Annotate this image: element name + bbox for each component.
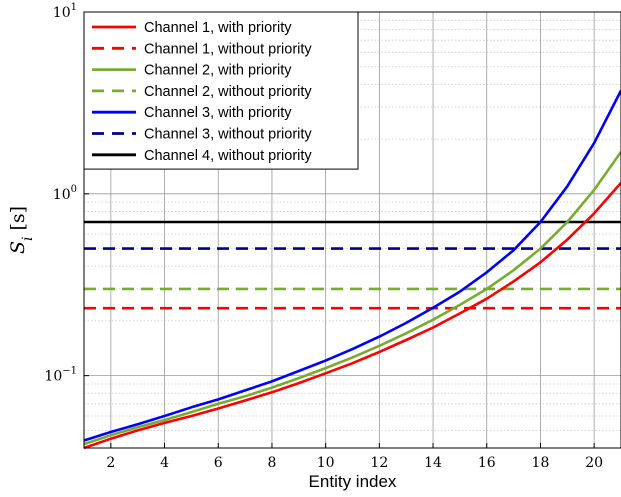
x-tick-label: 14 [424, 455, 442, 471]
series-line [83, 151, 621, 446]
legend-label: Channel 2, without priority [144, 84, 312, 100]
y-axis-symbol: S [7, 241, 29, 254]
series-line [83, 89, 621, 442]
x-tick-label: 20 [585, 455, 603, 471]
series-line [83, 181, 621, 450]
legend: Channel 1, with priority Channel 1, witho… [83, 11, 359, 170]
y-tick-label: 10−1 [44, 366, 77, 385]
x-tick-label: 2 [106, 455, 115, 471]
legend-label: Channel 2, with priority [144, 63, 292, 79]
x-axis-title: Entity index [309, 472, 397, 491]
x-tick-label: 18 [532, 455, 550, 471]
legend-label: Channel 1, without priority [144, 41, 312, 57]
legend-label: Channel 4, without priority [144, 148, 312, 164]
y-axis-unit: [s] [7, 206, 29, 231]
legend-box [83, 11, 359, 170]
x-tick-label: 4 [160, 455, 169, 471]
x-tick-label: 8 [267, 455, 276, 471]
legend-label: Channel 1, with priority [144, 20, 292, 36]
x-tick-label: 6 [214, 455, 223, 471]
legend-label: Channel 3, with priority [144, 105, 292, 121]
y-axis-subscript: i [20, 237, 36, 241]
x-tick-label: 10 [317, 455, 335, 471]
legend-label: Channel 3, without priority [144, 127, 312, 143]
y-tick-label: 100 [53, 184, 77, 203]
x-tick-label: 12 [370, 455, 388, 471]
y-tick-label: 101 [53, 2, 77, 21]
series-layer [83, 89, 621, 450]
x-tick-label: 16 [478, 455, 496, 471]
y-axis-title: Si [s] [7, 206, 36, 254]
tick-layer: 2 4 6 8 10 12 14 16 18 20 10−1 100 101 [44, 2, 603, 471]
